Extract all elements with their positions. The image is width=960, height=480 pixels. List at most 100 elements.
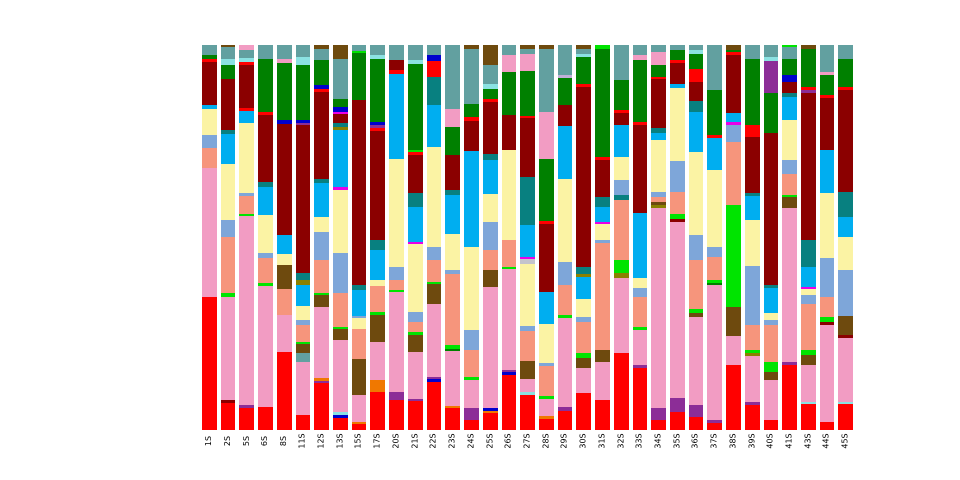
bar-segment-magenta bbox=[595, 221, 610, 224]
bar-segment-salmon bbox=[651, 196, 666, 202]
stacked-bar-22S bbox=[426, 45, 442, 430]
bar-segment-pink bbox=[651, 208, 666, 409]
bar-segment-green bbox=[782, 58, 797, 76]
stacked-bar-36S bbox=[688, 45, 704, 430]
bar-segment-maroon bbox=[801, 93, 816, 241]
x-tick-15S: 15S bbox=[352, 430, 367, 463]
x-tick-37S: 37S bbox=[707, 430, 722, 463]
bar-segment-green bbox=[744, 58, 760, 125]
bar-segment-cornflower bbox=[333, 253, 348, 294]
bar-segment-deepsky bbox=[688, 112, 704, 153]
bar-segment-red bbox=[370, 127, 386, 131]
bar-segment-purple bbox=[669, 398, 685, 412]
bar-segment-brown bbox=[464, 45, 479, 49]
x-tick-label: 37S bbox=[709, 433, 719, 449]
bar-segment-brown bbox=[520, 361, 535, 380]
bar-segment-cornflower bbox=[220, 220, 236, 237]
stacked-bar-chart: 1S 2S 5S 6S 8S 11S 12S 13S 15S 17S 20S 21S 22S 23S 24S… bbox=[202, 45, 854, 463]
bar-column-38S: 38S bbox=[726, 45, 741, 463]
bar-segment-maroon bbox=[220, 78, 236, 131]
bar-segment-cadet bbox=[464, 48, 479, 104]
bar-segment-pink bbox=[669, 221, 685, 399]
bar-segment-yellow bbox=[464, 247, 479, 331]
bar-segment-olive bbox=[651, 204, 666, 209]
bar-segment-teal bbox=[370, 239, 386, 250]
bar-segment-pink bbox=[707, 285, 723, 421]
bar-segment-lime bbox=[707, 280, 723, 283]
stacked-bar-43S bbox=[801, 45, 816, 430]
bar-segment-cornflower bbox=[744, 266, 760, 325]
bar-segment-magenta bbox=[333, 111, 348, 115]
bar-segment-pink bbox=[445, 108, 461, 128]
bar-segment-cornflower bbox=[688, 235, 704, 261]
bar-segment-cadet bbox=[613, 45, 629, 81]
bar-segment-maroon bbox=[538, 224, 554, 293]
x-tick-label: 15S bbox=[354, 433, 364, 449]
bar-segment-red bbox=[314, 383, 330, 430]
bar-segment-salmon bbox=[688, 260, 704, 309]
bar-segment-maroon bbox=[595, 160, 610, 197]
bar-segment-green bbox=[220, 65, 236, 79]
bar-segment-pink bbox=[538, 399, 554, 416]
bar-segment-cornflower bbox=[613, 180, 629, 196]
bar-segment-pink bbox=[202, 168, 217, 297]
bar-segment-deepsky bbox=[538, 292, 554, 324]
bar-segment-maroon bbox=[445, 155, 461, 191]
bar-segment-maroon bbox=[407, 154, 423, 194]
bar-segment-red bbox=[782, 365, 797, 430]
bar-segment-red bbox=[202, 296, 217, 430]
bar-segment-deepsky bbox=[744, 196, 760, 220]
bar-segment-lime bbox=[782, 194, 797, 197]
bar-segment-lime bbox=[333, 326, 348, 330]
bar-segment-green bbox=[351, 53, 367, 100]
bar-segment-yellow bbox=[520, 263, 535, 327]
x-tick-13S: 13S bbox=[333, 430, 348, 463]
bar-segment-red bbox=[726, 365, 741, 430]
bar-segment-cornflower bbox=[239, 192, 255, 197]
bar-segment-cadet bbox=[744, 45, 760, 59]
bar-segment-cornflower bbox=[482, 221, 498, 251]
bar-segment-yellow bbox=[333, 189, 348, 254]
bar-segment-lime bbox=[464, 376, 479, 380]
bar-segment-yellow bbox=[501, 150, 517, 241]
x-tick-29S: 29S bbox=[558, 430, 573, 463]
bar-segment-salmon bbox=[613, 200, 629, 261]
bar-segment-maroon bbox=[276, 123, 292, 236]
x-tick-label: 41S bbox=[784, 433, 794, 449]
bar-segment-deepsky bbox=[445, 195, 461, 234]
bar-column-37S: 37S bbox=[707, 45, 723, 463]
bar-segment-red bbox=[295, 415, 311, 430]
bar-segment-cadet bbox=[782, 47, 797, 59]
x-tick-45S: 45S bbox=[838, 430, 853, 463]
bar-segment-red bbox=[445, 408, 461, 430]
bar-segment-magenta bbox=[801, 286, 816, 290]
bar-segment-brown bbox=[595, 350, 610, 362]
bar-segment-maroon bbox=[819, 321, 835, 326]
bar-segment-pink bbox=[445, 350, 461, 407]
bar-segment-teal bbox=[351, 285, 367, 291]
bar-segment-pink bbox=[632, 330, 648, 366]
bar-segment-lime bbox=[445, 345, 461, 349]
bar-segment-cadet bbox=[295, 45, 311, 57]
bar-segment-brown bbox=[333, 45, 348, 59]
bar-column-36S: 36S bbox=[688, 45, 704, 463]
x-tick-36S: 36S bbox=[689, 430, 704, 463]
bar-segment-pink bbox=[239, 216, 255, 405]
bar-segment-salmon bbox=[258, 258, 273, 284]
x-tick-label: 32S bbox=[616, 433, 626, 449]
bar-segment-green bbox=[464, 103, 479, 118]
bar-segment-red bbox=[276, 351, 292, 430]
bar-segment-purple bbox=[688, 404, 704, 417]
bar-segment-pink bbox=[801, 365, 816, 402]
bar-segment-salmon bbox=[445, 274, 461, 346]
bar-segment-pink bbox=[407, 351, 423, 399]
bar-segment-yellow bbox=[557, 179, 573, 262]
bar-segment-orange bbox=[351, 421, 367, 424]
bar-segment-red bbox=[838, 86, 854, 91]
bar-segment-maroon bbox=[726, 55, 741, 114]
bar-segment-purple bbox=[763, 60, 779, 94]
bar-segment-salmon bbox=[464, 350, 479, 377]
bar-column-11S: 11S bbox=[295, 45, 311, 463]
stacked-bar-17S bbox=[370, 45, 386, 430]
